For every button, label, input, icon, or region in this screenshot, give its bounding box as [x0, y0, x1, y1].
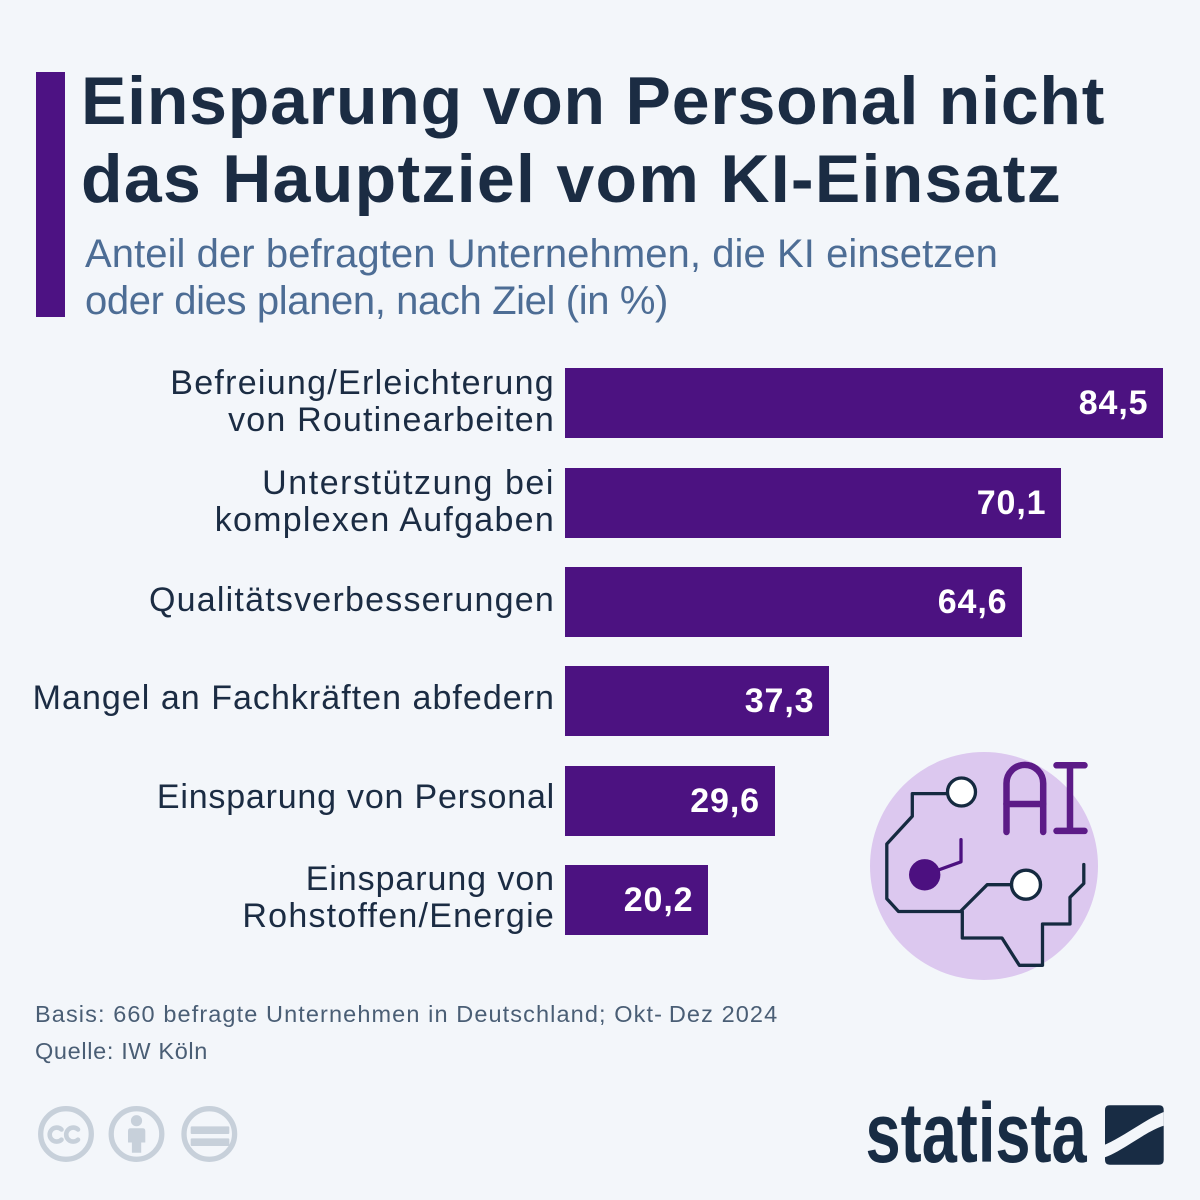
svg-text:statista: statista: [866, 1086, 1088, 1180]
